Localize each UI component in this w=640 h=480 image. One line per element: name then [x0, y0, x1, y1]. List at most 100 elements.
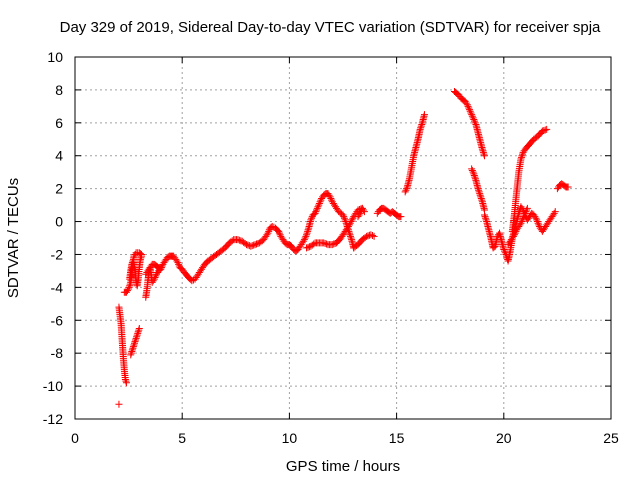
x-tick-label: 25 — [603, 430, 619, 446]
data-point — [551, 208, 559, 216]
data-point — [328, 196, 336, 204]
data-point — [316, 198, 324, 206]
data-point — [174, 259, 182, 267]
data-point — [304, 227, 312, 235]
data-point — [500, 246, 508, 254]
data-point — [470, 117, 478, 125]
data-point — [465, 106, 473, 114]
data-point — [128, 348, 136, 356]
data-point — [149, 277, 157, 285]
chart-title: Day 329 of 2019, Sidereal Day-to-day VTE… — [60, 19, 601, 36]
data-point — [326, 193, 334, 201]
data-point — [302, 232, 310, 240]
data-point — [330, 240, 338, 248]
data-point — [474, 185, 482, 193]
data-point — [137, 252, 145, 260]
data-point — [417, 124, 425, 132]
data-point — [397, 213, 405, 221]
data-point — [465, 104, 473, 112]
y-tick-label: 2 — [55, 181, 63, 197]
data-point — [467, 109, 475, 117]
data-point — [150, 275, 158, 283]
data-point — [129, 344, 137, 352]
data-point — [518, 218, 526, 226]
data-point — [264, 229, 272, 237]
data-point — [402, 186, 410, 194]
plot-frame — [74, 56, 612, 420]
x-tick-label: 0 — [71, 430, 79, 446]
data-point — [321, 239, 329, 247]
data-point — [188, 277, 196, 285]
data-point — [228, 237, 236, 245]
data-point — [250, 241, 258, 249]
data-point — [254, 239, 262, 247]
data-point — [361, 233, 369, 241]
data-point — [477, 195, 485, 203]
data-point — [481, 213, 489, 221]
data-point — [466, 107, 474, 115]
data-point — [135, 326, 143, 334]
data-point — [519, 214, 527, 222]
data-point — [339, 211, 347, 219]
data-point — [234, 236, 242, 244]
data-point — [310, 240, 318, 248]
data-point — [323, 240, 331, 248]
data-point — [468, 165, 476, 173]
x-tick-label: 20 — [496, 430, 512, 446]
data-point — [523, 204, 531, 212]
data-point — [418, 120, 426, 128]
data-point — [303, 231, 311, 239]
data-point — [299, 237, 307, 245]
y-axis-label: SDTVAR / TECUs — [5, 178, 22, 298]
y-tick-label: -6 — [51, 312, 64, 328]
data-point — [464, 102, 472, 110]
data-point — [132, 336, 140, 344]
data-point — [531, 213, 539, 221]
data-point — [308, 214, 316, 222]
data-point — [265, 227, 273, 235]
data-point — [481, 211, 489, 219]
data-point — [370, 232, 378, 240]
data-point — [564, 183, 572, 191]
data-point — [347, 218, 355, 226]
data-point — [315, 201, 323, 209]
data-point — [137, 254, 145, 262]
data-point — [125, 283, 133, 291]
data-point — [543, 125, 551, 133]
data-point — [126, 280, 134, 288]
data-point — [311, 209, 319, 217]
x-tick-label: 5 — [178, 430, 186, 446]
data-point — [248, 242, 256, 250]
data-point — [347, 234, 355, 242]
tick-labels: 0 5 10 15 20 25 -12 -10 -8 -6 -4 -2 0 2 4 6 8 10 — [43, 49, 619, 446]
data-point — [152, 272, 160, 280]
data-point — [420, 111, 428, 119]
data-point — [253, 240, 261, 248]
data-point — [516, 221, 524, 229]
data-point — [363, 232, 371, 240]
data-point — [130, 339, 138, 347]
data-point — [115, 400, 123, 408]
data-point — [540, 126, 548, 134]
data-point — [517, 155, 525, 163]
data-point — [468, 112, 476, 120]
data-point — [151, 273, 159, 281]
data-point — [131, 338, 139, 346]
data-point — [475, 188, 483, 196]
data-point — [268, 222, 276, 230]
data-point — [127, 351, 135, 359]
data-point — [357, 208, 365, 216]
data-point — [251, 241, 259, 249]
data-point — [521, 209, 529, 217]
data-point — [470, 170, 478, 178]
data-point — [175, 260, 183, 268]
data-point — [122, 379, 130, 387]
data-point — [312, 208, 320, 216]
data-point — [346, 219, 354, 227]
y-tick-label: 0 — [55, 214, 63, 230]
data-point — [523, 206, 531, 214]
data-point — [348, 216, 356, 224]
data-point — [129, 343, 137, 351]
data-point — [509, 232, 517, 240]
